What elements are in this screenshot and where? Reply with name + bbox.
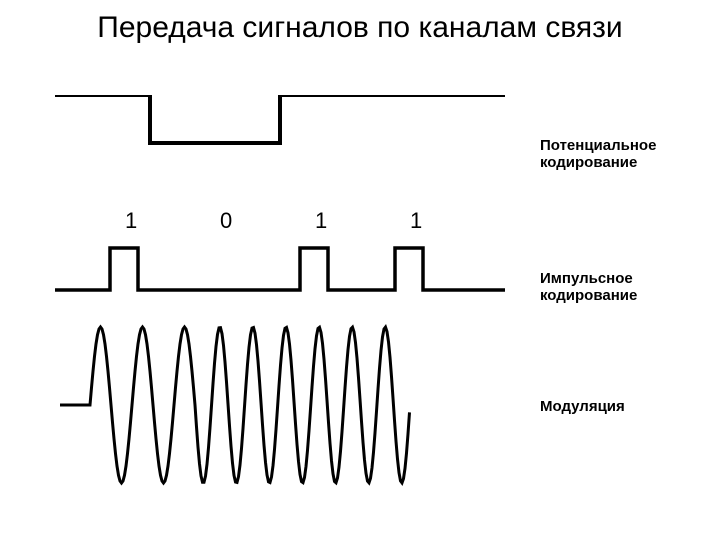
label-potential: Потенциальное кодирование (540, 137, 656, 172)
bit-label: 1 (125, 208, 137, 234)
bit-label: 1 (410, 208, 422, 234)
label-impulse: Импульсное кодирование (540, 270, 637, 305)
page-title: Передача сигналов по каналам связи (0, 0, 720, 46)
bit-label: 0 (220, 208, 232, 234)
label-modulation: Модуляция (540, 398, 625, 415)
diagram-area: Потенциальное кодирование Импульсное код… (55, 95, 665, 525)
bit-label: 1 (315, 208, 327, 234)
